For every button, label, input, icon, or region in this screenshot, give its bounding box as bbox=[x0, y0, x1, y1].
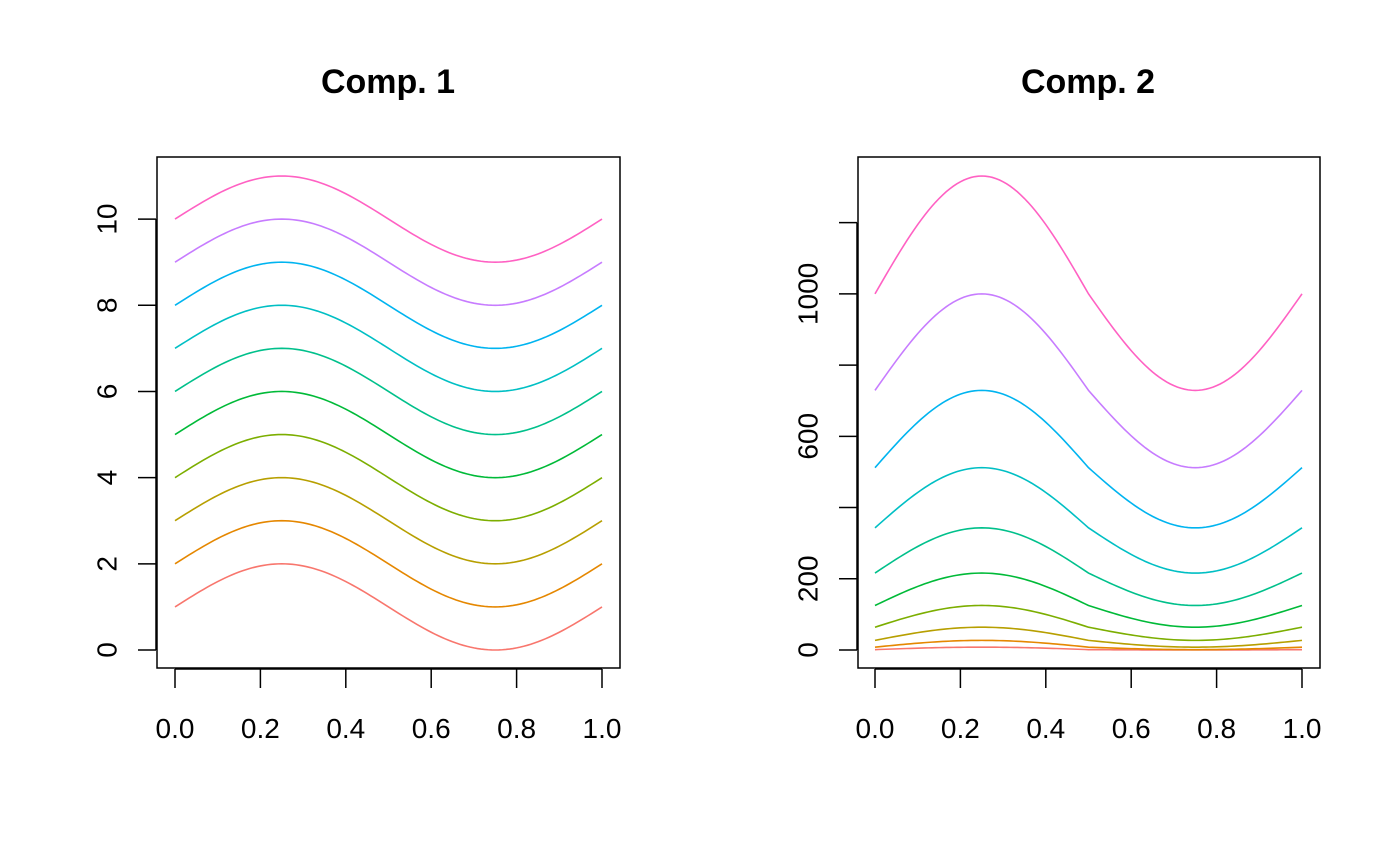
x-tick-label: 0.2 bbox=[941, 713, 980, 744]
plot-frame bbox=[156, 156, 621, 669]
chart-title-comp-2: Comp. 2 bbox=[1021, 63, 1155, 101]
x-tick-label: 0.0 bbox=[156, 713, 195, 744]
plot-frame bbox=[857, 156, 1321, 669]
x-tick-label: 0.6 bbox=[412, 713, 451, 744]
x-tick-label: 0.4 bbox=[326, 713, 365, 744]
series-line-7 bbox=[174, 304, 603, 393]
series-line-10 bbox=[174, 175, 603, 263]
panel-comp-1: Comp. 1 0.0 0.2 0.4 0.6 0.8 1.0 0 2 4 6 8 10 bbox=[91, 63, 621, 744]
series-line-3 bbox=[174, 476, 603, 565]
x-tick-label: 0.2 bbox=[241, 713, 280, 744]
x-tick-label: 0.8 bbox=[1197, 713, 1236, 744]
y-tick-label: 8 bbox=[91, 297, 122, 313]
x-tick-label: 0.4 bbox=[1026, 713, 1065, 744]
series-line-6 bbox=[874, 527, 1303, 607]
y-tick-label: 6 bbox=[91, 384, 122, 400]
x-tick-label: 1.0 bbox=[1283, 713, 1322, 744]
series-line-5 bbox=[174, 390, 603, 479]
y-tick-label: 10 bbox=[91, 204, 122, 235]
y-tick-label: 600 bbox=[792, 413, 823, 460]
series-line-10 bbox=[874, 175, 1303, 392]
series-line-9 bbox=[874, 293, 1303, 469]
series-line-4 bbox=[874, 604, 1303, 642]
y-tick-label: 4 bbox=[91, 470, 122, 486]
x-tick-label: 0.6 bbox=[1112, 713, 1151, 744]
y-tick-label: 1000 bbox=[792, 263, 823, 325]
series-line-7 bbox=[874, 466, 1303, 574]
x-tick-label: 1.0 bbox=[583, 713, 622, 744]
panel-comp-2: Comp. 2 0.0 0.2 0.4 0.6 0.8 1.0 0 200 600 1000 bbox=[792, 63, 1321, 744]
series-line-4 bbox=[174, 433, 603, 522]
series-line-3 bbox=[874, 626, 1303, 648]
x-tick-label: 0.8 bbox=[497, 713, 536, 744]
y-tick-label: 0 bbox=[792, 642, 823, 658]
series-line-2 bbox=[174, 519, 603, 608]
series-line-9 bbox=[174, 218, 603, 307]
series-line-1 bbox=[174, 563, 603, 651]
series-line-8 bbox=[874, 389, 1303, 529]
series-line-2 bbox=[874, 639, 1303, 651]
y-tick-label: 0 bbox=[91, 642, 122, 658]
y-tick-label: 2 bbox=[91, 556, 122, 572]
series-line-5 bbox=[874, 572, 1303, 629]
y-tick-label: 200 bbox=[792, 555, 823, 602]
series-line-8 bbox=[174, 261, 603, 350]
x-tick-label: 0.0 bbox=[856, 713, 895, 744]
series-line-6 bbox=[174, 347, 603, 436]
chart-title-comp-1: Comp. 1 bbox=[321, 63, 455, 101]
